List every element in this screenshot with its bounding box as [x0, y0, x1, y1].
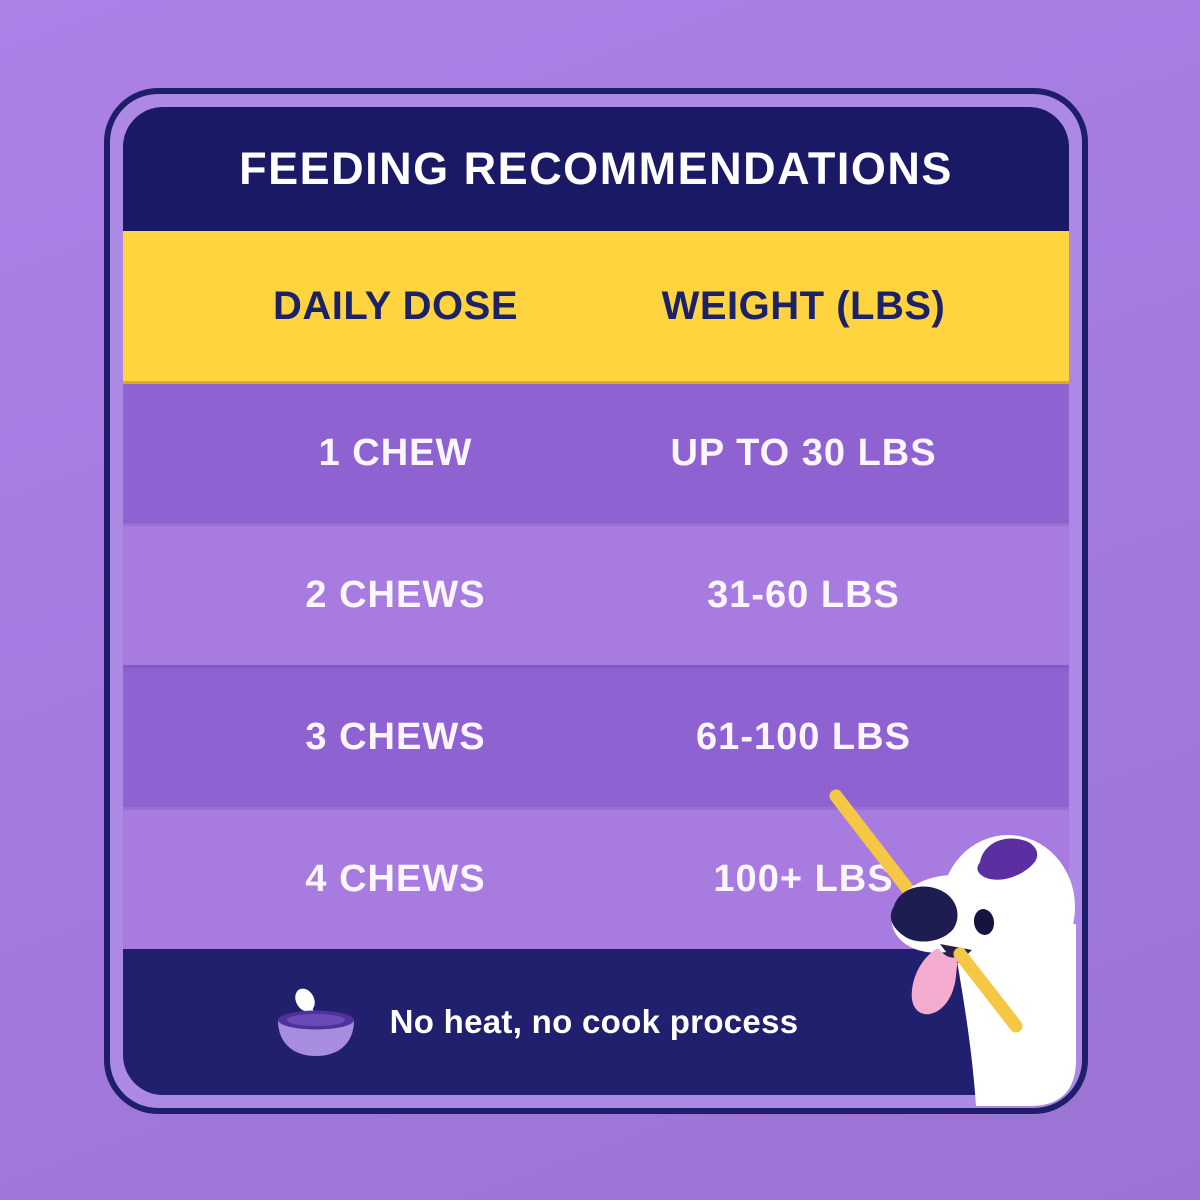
weight-cell: 100+ LBS — [713, 858, 894, 900]
dog-eye — [973, 909, 995, 935]
dose-cell: 1 CHEW — [318, 432, 473, 474]
dose-cell: 3 CHEWS — [305, 716, 486, 758]
feeding-card: FEEDING RECOMMENDATIONS DAILY DOSE WEIGH… — [104, 88, 1088, 1114]
column-header-weight: WEIGHT (LBS) — [661, 283, 946, 328]
card-header: FEEDING RECOMMENDATIONS — [123, 107, 1069, 231]
dog-tongue — [911, 948, 958, 1015]
feeding-table: FEEDING RECOMMENDATIONS DAILY DOSE WEIGH… — [123, 107, 1069, 1095]
table-row: 2 CHEWS 31-60 LBS — [123, 523, 1069, 665]
table-row: 1 CHEW UP TO 30 LBS — [123, 384, 1069, 523]
weight-cell: 31-60 LBS — [707, 574, 900, 616]
footer-note-bar: No heat, no cook process — [123, 949, 1069, 1095]
dose-cell: 2 CHEWS — [305, 574, 486, 616]
dog-with-stick-illustration — [829, 789, 1076, 1106]
table-row: 3 CHEWS 61-100 LBS — [123, 665, 1069, 807]
weight-cell: UP TO 30 LBS — [670, 432, 937, 474]
column-header-dose: DAILY DOSE — [272, 283, 519, 328]
weight-cell: 61-100 LBS — [696, 716, 911, 758]
dog-nose — [890, 886, 958, 942]
table-row: 4 CHEWS 100+ LBS — [123, 807, 1069, 949]
dog-ear — [977, 838, 1038, 880]
dose-cell: 4 CHEWS — [305, 858, 486, 900]
stick-icon — [953, 947, 1023, 1033]
footer-note: No heat, no cook process — [389, 1003, 799, 1040]
table-header-row: DAILY DOSE WEIGHT (LBS) — [123, 231, 1069, 384]
page-title: FEEDING RECOMMENDATIONS — [239, 143, 953, 194]
bowl-spoon-icon — [277, 988, 354, 1056]
